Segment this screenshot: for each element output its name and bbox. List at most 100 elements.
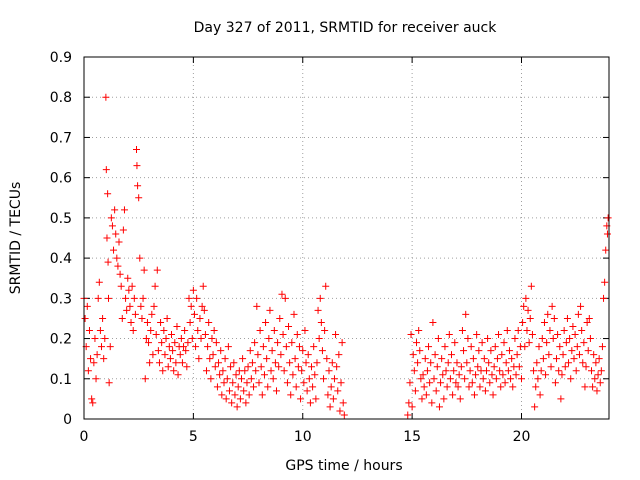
y-tick-label: 0.7 xyxy=(50,130,72,146)
data-point xyxy=(518,375,525,383)
data-point xyxy=(596,379,604,387)
data-point xyxy=(582,363,590,371)
data-point xyxy=(163,314,171,322)
data-point xyxy=(588,367,595,375)
data-point xyxy=(155,359,163,367)
data-point xyxy=(557,395,565,403)
data-point xyxy=(454,383,462,391)
data-point xyxy=(532,383,540,391)
data-point xyxy=(416,347,424,355)
data-point xyxy=(267,367,275,375)
data-point xyxy=(496,367,504,375)
data-point xyxy=(581,383,589,391)
data-point xyxy=(326,403,334,411)
data-point xyxy=(218,391,226,399)
data-point xyxy=(232,371,240,379)
data-point xyxy=(310,343,318,351)
data-point xyxy=(186,318,194,326)
data-point xyxy=(162,335,170,343)
data-point xyxy=(314,306,322,314)
data-point xyxy=(89,399,97,407)
data-point xyxy=(333,363,341,371)
data-point xyxy=(151,282,159,290)
data-point xyxy=(594,371,602,379)
data-point xyxy=(107,214,115,222)
data-point xyxy=(108,222,116,230)
data-point xyxy=(542,371,550,379)
data-point xyxy=(289,371,297,379)
grid-lines xyxy=(84,57,609,419)
data-point xyxy=(572,367,580,375)
data-point xyxy=(481,387,489,395)
data-point xyxy=(135,194,143,202)
data-point xyxy=(405,399,413,407)
data-point xyxy=(526,314,534,322)
plot-frame xyxy=(83,56,610,420)
data-point xyxy=(224,343,232,351)
data-point xyxy=(559,351,567,359)
data-point xyxy=(467,343,475,351)
data-point xyxy=(601,278,609,286)
data-point xyxy=(428,399,436,407)
data-point xyxy=(251,339,259,347)
data-point xyxy=(511,335,519,343)
data-point xyxy=(160,327,168,335)
data-point xyxy=(553,355,560,363)
data-point xyxy=(504,367,512,375)
data-point xyxy=(407,331,415,339)
data-point xyxy=(148,310,156,318)
data-point xyxy=(139,294,147,302)
data-point xyxy=(593,387,601,395)
data-point xyxy=(93,351,101,359)
data-point xyxy=(128,282,136,290)
data-point xyxy=(98,343,105,351)
data-point xyxy=(193,294,201,302)
data-point xyxy=(495,331,503,339)
x-tick-labels: 0 5 10 15 20 xyxy=(80,429,531,445)
data-point xyxy=(168,331,175,339)
data-point xyxy=(129,327,137,335)
data-point xyxy=(236,395,244,403)
data-point xyxy=(513,351,521,359)
data-point xyxy=(586,335,594,343)
data-point xyxy=(324,391,332,399)
data-point xyxy=(231,391,239,399)
data-point xyxy=(325,367,333,375)
data-point xyxy=(281,294,289,302)
data-point xyxy=(123,306,131,314)
data-point xyxy=(483,367,490,375)
data-point xyxy=(602,246,610,254)
data-point xyxy=(230,359,238,367)
data-point xyxy=(227,363,235,371)
data-point xyxy=(322,282,330,290)
data-point xyxy=(286,359,294,367)
data-point xyxy=(479,375,487,383)
data-point xyxy=(448,351,455,359)
data-point xyxy=(604,214,612,222)
data-point xyxy=(217,347,225,355)
y-tick-label: 0 xyxy=(63,412,72,428)
data-point xyxy=(500,339,508,347)
data-point xyxy=(283,379,291,387)
data-point xyxy=(592,359,600,367)
data-point xyxy=(425,343,433,351)
data-point xyxy=(112,230,120,238)
data-point xyxy=(287,391,295,399)
data-point xyxy=(595,355,603,363)
data-point xyxy=(336,407,344,415)
data-point xyxy=(445,331,453,339)
data-point xyxy=(437,379,445,387)
data-point xyxy=(228,399,236,407)
data-point xyxy=(127,318,135,326)
data-point xyxy=(221,355,229,363)
data-point xyxy=(462,310,470,318)
data-point xyxy=(469,355,477,363)
data-point xyxy=(103,234,111,242)
data-point xyxy=(183,363,191,371)
data-point xyxy=(159,367,167,375)
data-point xyxy=(133,162,141,170)
data-point xyxy=(164,363,172,371)
data-point xyxy=(241,367,249,375)
data-point xyxy=(271,359,279,367)
data-point xyxy=(223,375,231,383)
